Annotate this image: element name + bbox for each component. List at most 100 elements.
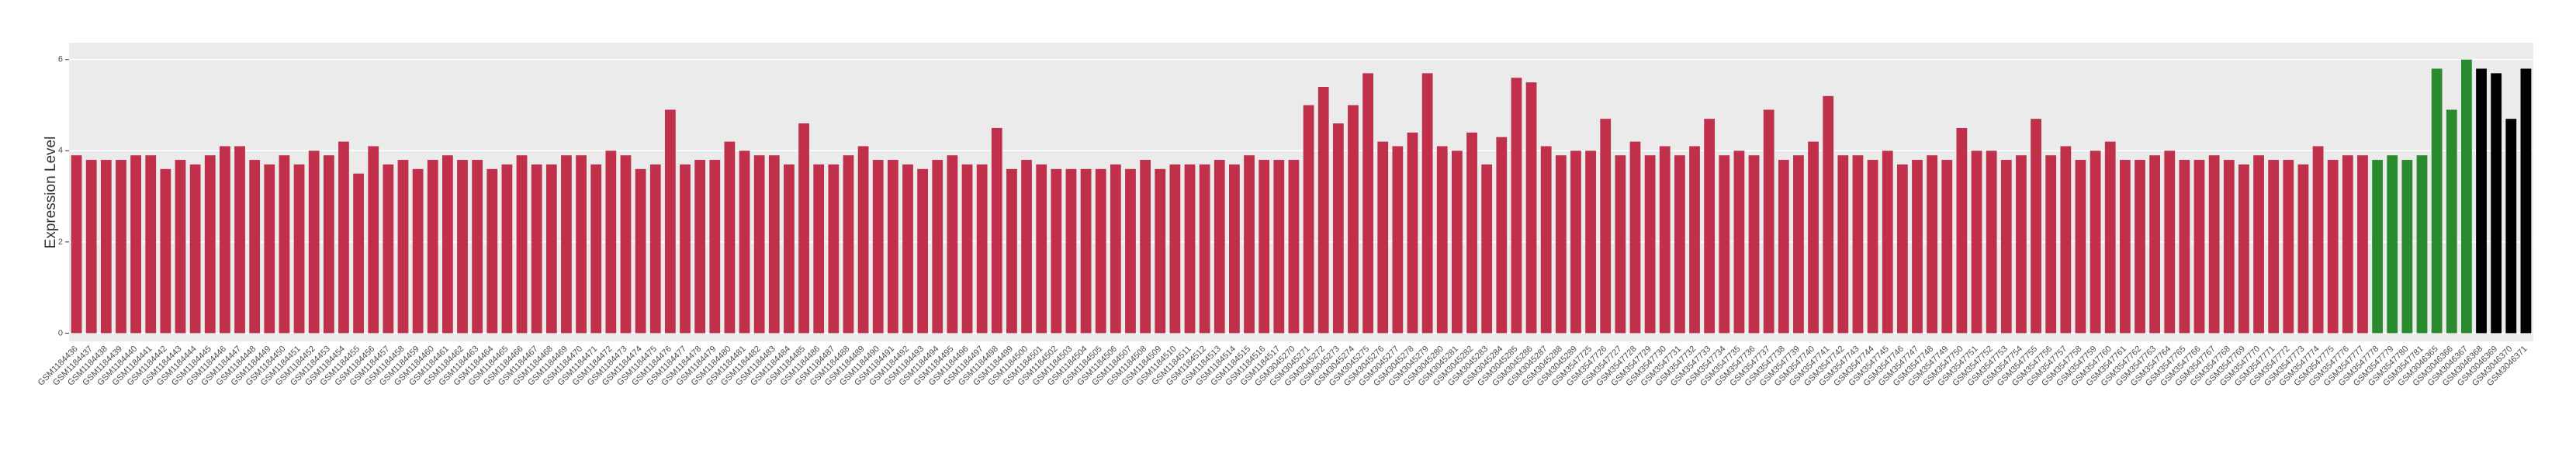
bar: [2090, 151, 2101, 334]
bar: [1288, 160, 1300, 334]
bar: [441, 155, 453, 334]
bar: [2164, 151, 2176, 334]
bar: [784, 164, 795, 334]
bar: [2000, 160, 2012, 334]
y-tick-label: 0: [58, 328, 63, 338]
bar: [1793, 155, 1804, 334]
bar: [249, 160, 261, 334]
bar: [1214, 160, 1225, 334]
bar: [486, 168, 498, 334]
bar: [1927, 155, 1938, 334]
bar: [2223, 160, 2235, 334]
y-axis-label: Expression Level: [43, 137, 59, 249]
bar: [1808, 141, 1819, 334]
bar: [590, 164, 602, 334]
bar: [753, 155, 765, 334]
bar: [2357, 155, 2368, 334]
bar: [1155, 168, 1166, 334]
bar: [813, 164, 825, 334]
bar: [1570, 151, 1581, 334]
bar: [2135, 160, 2145, 334]
bar: [664, 109, 676, 334]
bar: [427, 160, 438, 334]
bar: [1600, 119, 1612, 334]
bar: [85, 160, 97, 334]
bar: [204, 155, 216, 334]
y-tick-label: 6: [58, 55, 63, 64]
bar: [1392, 146, 1404, 334]
bar: [2312, 146, 2324, 334]
bar: [545, 164, 557, 334]
bar: [1436, 146, 1448, 334]
bar: [1125, 168, 1136, 334]
bar: [1525, 82, 1537, 334]
bar: [1912, 160, 1923, 334]
bar: [1540, 146, 1552, 334]
bar: [857, 146, 869, 334]
bar: [2416, 155, 2428, 334]
bar: [2075, 160, 2086, 334]
bar: [1140, 160, 1151, 334]
bar: [768, 155, 780, 334]
bar: [1273, 160, 1285, 334]
bar: [1229, 164, 1240, 334]
bar: [2446, 109, 2457, 334]
bar: [709, 160, 721, 334]
bar: [1896, 164, 1908, 334]
bar: [338, 141, 349, 334]
bar: [383, 164, 394, 334]
bar: [175, 160, 186, 334]
y-tick-label: 2: [58, 237, 63, 247]
bar: [1837, 155, 1849, 334]
bar: [2461, 59, 2472, 334]
bar: [1006, 168, 1017, 334]
bar: [472, 160, 483, 334]
bar: [293, 164, 305, 334]
bar: [1704, 119, 1716, 334]
bar: [1585, 151, 1596, 334]
bar: [2431, 68, 2443, 334]
bar: [2238, 164, 2249, 334]
bar: [991, 127, 1002, 334]
bar: [1317, 87, 1329, 334]
bar: [1169, 164, 1181, 334]
bar: [649, 164, 661, 334]
bar: [2031, 119, 2041, 334]
bar: [1659, 146, 1671, 334]
bar: [2179, 160, 2190, 334]
bar: [2387, 155, 2398, 334]
bar: [1674, 155, 1685, 334]
bar: [932, 160, 943, 334]
bar: [1956, 127, 1968, 334]
bar: [2149, 155, 2161, 334]
bar: [1941, 160, 1953, 334]
bar: [2119, 160, 2131, 334]
bar: [1095, 168, 1106, 334]
bar: [1689, 146, 1700, 334]
bar: [917, 168, 929, 334]
bar: [2283, 160, 2294, 334]
bar: [1733, 151, 1745, 334]
bar: [2327, 160, 2339, 334]
bar: [1882, 151, 1893, 334]
bar: [1852, 155, 1864, 334]
bar: [739, 151, 750, 334]
bar: [1867, 160, 1878, 334]
bar: [2476, 68, 2487, 334]
bar: [1452, 151, 1463, 334]
bar: [1244, 155, 1255, 334]
bar: [279, 155, 290, 334]
bar: [1407, 132, 1418, 334]
bar: [160, 168, 171, 334]
bar: [1199, 164, 1210, 334]
bar: [116, 160, 126, 334]
bar: [694, 160, 706, 334]
bar: [1051, 168, 1062, 334]
bar: [2297, 164, 2309, 334]
bar: [1303, 105, 1314, 334]
bar: [2401, 160, 2413, 334]
bar: [323, 155, 334, 334]
bar: [1259, 160, 1270, 334]
